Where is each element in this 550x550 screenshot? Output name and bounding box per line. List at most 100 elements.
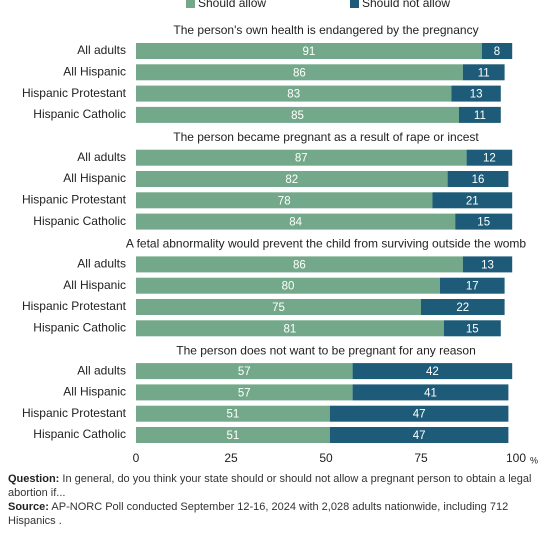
bar-segment xyxy=(136,256,463,273)
bar-segment xyxy=(440,277,505,294)
bar-segment xyxy=(136,64,463,81)
panel-title: A fetal abnormality would prevent the ch… xyxy=(126,237,527,251)
bar-segment xyxy=(421,299,505,315)
value-label: 86 xyxy=(293,67,306,79)
note-text: AP-NORC Poll conducted September 12-16, … xyxy=(8,501,509,527)
bar-segment xyxy=(329,427,509,443)
note: Question: In general, do you think your … xyxy=(8,472,538,500)
category-label: Hispanic Protestant xyxy=(22,299,127,313)
bar-segment xyxy=(432,192,513,209)
value-label: 13 xyxy=(481,259,494,271)
x-tick-label: 25 xyxy=(224,451,238,465)
panel-title: The person became pregnant as a result o… xyxy=(173,130,479,144)
value-label: 16 xyxy=(472,174,485,186)
bar-segment xyxy=(136,363,353,380)
x-tick-label: 0 xyxy=(133,451,140,465)
category-label: Hispanic Catholic xyxy=(33,107,126,121)
category-label: Hispanic Catholic xyxy=(33,320,126,334)
bar-segment xyxy=(136,149,467,166)
value-label: 41 xyxy=(424,387,437,399)
value-label: 91 xyxy=(303,46,316,58)
bar-segment xyxy=(136,405,330,422)
category-label: Hispanic Catholic xyxy=(33,427,126,441)
value-label: 85 xyxy=(291,110,304,122)
value-label: 11 xyxy=(478,67,490,79)
note: Source: AP-NORC Poll conducted September… xyxy=(8,500,538,528)
value-label: 51 xyxy=(227,430,240,442)
value-label: 78 xyxy=(278,195,291,207)
notes: Question: In general, do you think your … xyxy=(8,472,538,528)
legend-label: Should not allow xyxy=(362,0,450,10)
category-label: All Hispanic xyxy=(63,385,126,399)
note-text: In general, do you think your state shou… xyxy=(8,473,532,499)
x-unit: % xyxy=(530,455,538,465)
category-label: Hispanic Catholic xyxy=(33,214,126,228)
value-label: 83 xyxy=(287,89,300,101)
category-label: All adults xyxy=(77,150,126,164)
x-tick-label: 100 xyxy=(506,451,526,465)
bar-segment xyxy=(462,64,505,81)
value-label: 15 xyxy=(466,323,479,335)
category-label: All adults xyxy=(77,43,126,57)
bar-segment xyxy=(136,427,330,443)
panel-title: The person's own health is endangered by… xyxy=(173,23,478,37)
x-tick-label: 50 xyxy=(319,451,333,465)
bar-segment xyxy=(136,106,459,123)
value-label: 21 xyxy=(466,195,479,207)
value-label: 57 xyxy=(238,387,251,399)
category-label: All Hispanic xyxy=(63,278,126,292)
chart: Should allow Should not allow The person's… xyxy=(22,0,538,465)
value-label: 12 xyxy=(483,153,496,165)
value-label: 57 xyxy=(238,366,251,378)
value-label: 80 xyxy=(282,281,295,293)
bar-segment xyxy=(447,171,509,187)
bar-segment xyxy=(136,213,456,230)
bar-segment xyxy=(455,213,513,230)
legend-swatch xyxy=(350,0,359,8)
category-label: All adults xyxy=(77,257,126,271)
value-label: 51 xyxy=(227,409,240,421)
bar-segment xyxy=(462,256,513,273)
value-label: 84 xyxy=(289,217,302,229)
legend-label: Should allow xyxy=(198,0,266,10)
category-label: All Hispanic xyxy=(63,171,126,185)
value-label: 47 xyxy=(413,409,426,421)
category-label: Hispanic Protestant xyxy=(22,192,127,206)
value-label: 86 xyxy=(293,259,306,271)
bar-segment xyxy=(136,277,440,294)
note-label: Question: xyxy=(8,473,60,485)
value-label: 81 xyxy=(284,323,297,335)
bar-segment xyxy=(329,405,509,422)
bar-segment xyxy=(451,85,501,102)
x-tick-label: 75 xyxy=(414,451,428,465)
bar-segment xyxy=(136,299,421,315)
value-label: 82 xyxy=(285,174,298,186)
value-label: 87 xyxy=(295,153,308,165)
category-label: All Hispanic xyxy=(63,64,126,78)
value-label: 22 xyxy=(456,302,469,314)
bar-segment xyxy=(136,320,444,337)
bar-segment xyxy=(481,43,513,59)
category-label: All adults xyxy=(77,363,126,377)
value-label: 75 xyxy=(272,302,285,314)
value-label: 15 xyxy=(477,217,490,229)
bar-segment xyxy=(136,43,482,59)
value-label: 17 xyxy=(466,281,479,293)
note-label: Source: xyxy=(8,501,49,513)
bar-segment xyxy=(136,192,433,209)
value-label: 47 xyxy=(413,430,426,442)
value-label: 8 xyxy=(494,46,500,58)
panel-title: The person does not want to be pregnant … xyxy=(176,343,476,357)
bar-segment xyxy=(136,384,353,401)
value-label: 13 xyxy=(470,89,483,101)
value-label: 11 xyxy=(474,110,486,122)
bar-segment xyxy=(136,171,448,187)
bar-segment xyxy=(352,384,509,401)
value-label: 42 xyxy=(426,366,439,378)
legend-swatch xyxy=(186,0,195,8)
category-label: Hispanic Protestant xyxy=(22,406,127,420)
bar-segment xyxy=(352,363,513,380)
category-label: Hispanic Protestant xyxy=(22,86,127,100)
bar-segment xyxy=(136,85,452,102)
bar-segment xyxy=(466,149,513,166)
